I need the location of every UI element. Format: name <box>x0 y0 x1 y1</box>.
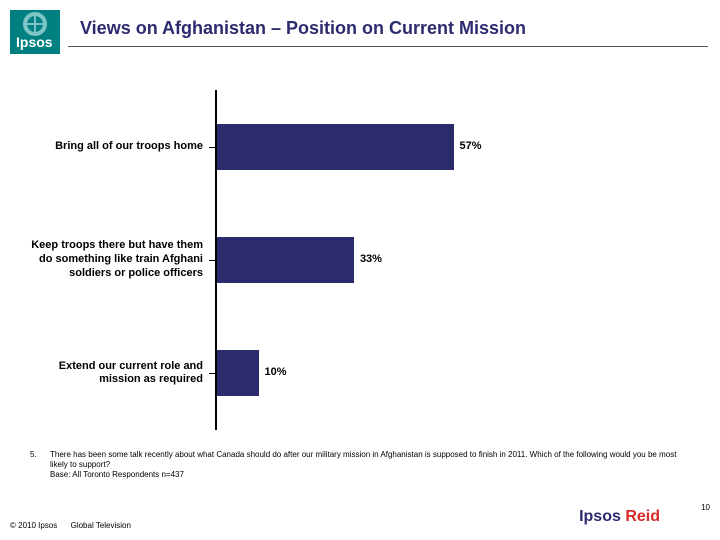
footer-logo: Ipsos Reid <box>579 508 660 526</box>
logo-text: Ipsos <box>16 34 53 50</box>
question-base: Base: All Toronto Respondents n=437 <box>50 470 184 479</box>
bar-label: Extend our current role and mission as r… <box>30 349 203 397</box>
page-number: 10 <box>701 503 710 512</box>
axis-tick <box>209 147 215 148</box>
bar-value: 33% <box>360 253 382 265</box>
bar-label: Keep troops there but have them do somet… <box>30 236 203 284</box>
bar-chart: Bring all of our troops home 57% Keep troo… <box>30 90 690 430</box>
bar-value: 57% <box>460 140 482 152</box>
ipsos-logo: Ipsos <box>10 10 60 54</box>
page-title: Views on Afghanistan – Position on Curre… <box>80 18 526 39</box>
logo-mark-icon <box>22 12 48 36</box>
footer-logo-accent: Reid <box>625 508 660 525</box>
title-rule <box>68 46 708 47</box>
question-number: 5. <box>30 450 37 460</box>
slide: Ipsos Views on Afghanistan – Position on… <box>0 0 720 540</box>
axis-tick <box>209 373 215 374</box>
bar <box>217 124 454 170</box>
axis-tick <box>209 260 215 261</box>
question-text: There has been some talk recently about … <box>50 450 676 469</box>
bar <box>217 237 354 283</box>
bar <box>217 350 259 396</box>
copyright: © 2010 Ipsos <box>10 521 57 530</box>
bar-value: 10% <box>265 366 287 378</box>
question-block: 5. There has been some talk recently abo… <box>50 450 690 480</box>
footer-logo-main: Ipsos <box>579 508 621 525</box>
client: Global Television <box>71 521 131 530</box>
bar-label: Bring all of our troops home <box>30 123 203 171</box>
footer-left: © 2010 Ipsos Global Television <box>10 521 131 530</box>
